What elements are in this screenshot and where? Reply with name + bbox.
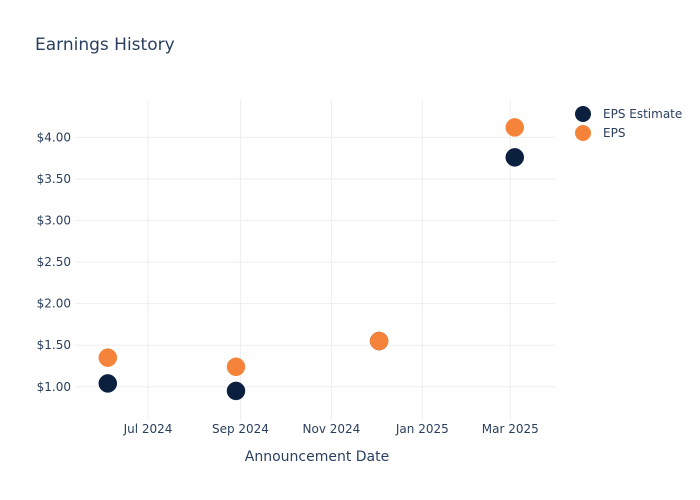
- y-tick-label: $3.50: [37, 172, 71, 186]
- y-tick-label: $3.00: [37, 214, 71, 228]
- y-tick-label: $2.50: [37, 255, 71, 269]
- y-tick-label: $2.00: [37, 297, 71, 311]
- data-point-eps[interactable]: [369, 331, 389, 351]
- x-tick-label: Jan 2025: [395, 422, 449, 436]
- legend-marker: [575, 125, 591, 141]
- data-point-eps-estimate[interactable]: [226, 381, 246, 401]
- data-point-eps[interactable]: [505, 118, 525, 137]
- y-tick-label: $4.00: [37, 130, 71, 144]
- chart-title: Earnings History: [35, 35, 175, 55]
- data-point-eps[interactable]: [226, 357, 246, 377]
- data-point-eps[interactable]: [98, 348, 118, 367]
- grid-lines: [75, 100, 555, 420]
- x-tick-label: Jul 2024: [123, 422, 173, 436]
- legend-marker: [575, 106, 591, 122]
- y-tick-label: $1.00: [37, 380, 71, 394]
- legend[interactable]: EPS Estimate EPS: [575, 106, 682, 141]
- legend-label: EPS: [603, 126, 625, 140]
- data-points: [98, 118, 525, 401]
- legend-item[interactable]: EPS Estimate: [575, 106, 682, 122]
- x-tick-label: Mar 2025: [482, 422, 539, 436]
- x-axis-ticks: Jul 2024 Sep 2024 Nov 2024 Jan 2025 Mar 2025: [123, 422, 539, 436]
- legend-item[interactable]: EPS: [575, 125, 625, 141]
- legend-label: EPS Estimate: [603, 107, 682, 121]
- y-tick-label: $1.50: [37, 338, 71, 352]
- x-tick-label: Sep 2024: [212, 422, 269, 436]
- x-tick-label: Nov 2024: [303, 422, 361, 436]
- data-point-eps-estimate[interactable]: [505, 148, 525, 167]
- data-point-eps-estimate[interactable]: [98, 374, 118, 393]
- x-axis-title: Announcement Date: [245, 449, 389, 465]
- y-axis-ticks: $1.00 $1.50 $2.00 $2.50 $3.00 $3.50 $4.00: [37, 130, 71, 393]
